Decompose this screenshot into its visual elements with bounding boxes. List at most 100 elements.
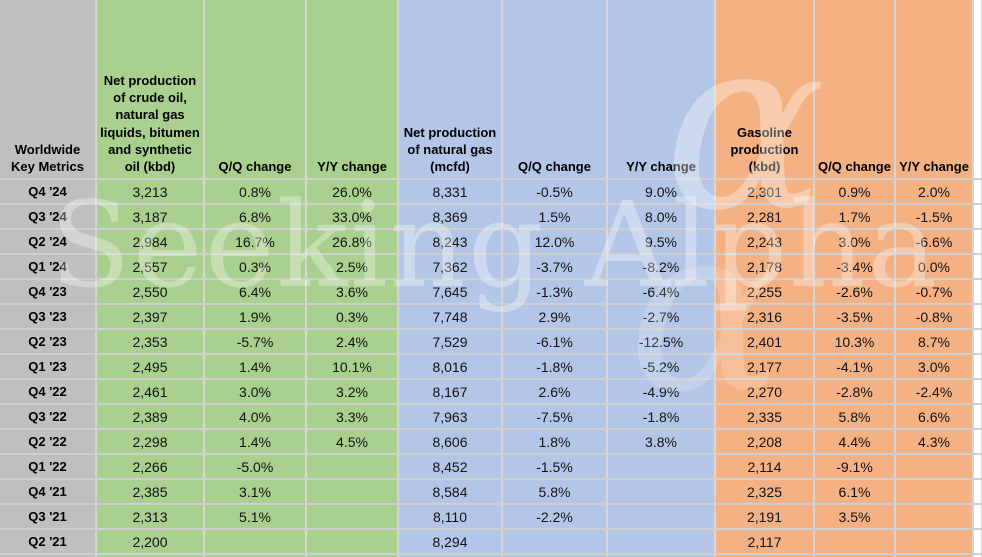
- data-cell: 5.8%: [814, 404, 896, 430]
- table-row: Q2 '21 2,200 8,294 2,117: [0, 529, 982, 555]
- table-body: Q4 '24 3,213 0.8% 26.0% 8,331 -0.5% 9.0% 2,301 0…: [0, 179, 982, 557]
- table-row: Q4 '24 3,213 0.8% 26.0% 8,331 -0.5% 9.0% 2,301 0…: [0, 179, 982, 205]
- data-cell: 2,389: [96, 404, 205, 430]
- filler-cell: [973, 454, 982, 480]
- data-cell: -1.8%: [607, 404, 716, 430]
- data-cell: 2,270: [715, 379, 815, 405]
- col-header-crude-qq-change: Q/Q change: [204, 0, 307, 180]
- data-cell: 2,177: [715, 354, 815, 380]
- data-cell: -5.7%: [204, 329, 307, 355]
- data-cell: 1.9%: [204, 304, 307, 330]
- data-cell: 2,255: [715, 279, 815, 305]
- data-cell: 2,461: [96, 379, 205, 405]
- data-cell: 2,316: [715, 304, 815, 330]
- data-cell: 3.2%: [306, 379, 399, 405]
- data-cell: 1.7%: [814, 204, 896, 230]
- data-cell: 6.1%: [814, 479, 896, 505]
- data-cell: -1.5%: [502, 454, 608, 480]
- filler-cell: [973, 304, 982, 330]
- data-cell: 4.4%: [814, 429, 896, 455]
- data-cell: 8,110: [398, 504, 503, 530]
- data-cell: 0.3%: [306, 304, 399, 330]
- data-cell: 8,584: [398, 479, 503, 505]
- data-cell: 0.3%: [204, 254, 307, 280]
- table-row: Q1 '23 2,495 1.4% 10.1% 8,016 -1.8% -5.2% 2,177…: [0, 354, 982, 380]
- data-cell: 2.9%: [502, 304, 608, 330]
- data-cell: 2,178: [715, 254, 815, 280]
- col-header-gas-qq-change: Q/Q change: [502, 0, 608, 180]
- data-cell: 8.0%: [607, 204, 716, 230]
- data-cell: 7,362: [398, 254, 503, 280]
- data-cell: 2,301: [715, 179, 815, 205]
- data-cell: 8,606: [398, 429, 503, 455]
- data-cell: 3,213: [96, 179, 205, 205]
- data-cell: 3.3%: [306, 404, 399, 430]
- row-label: Q1 '24: [0, 254, 97, 280]
- data-cell: 3.8%: [607, 429, 716, 455]
- row-label: Q4 '24: [0, 179, 97, 205]
- data-cell: [502, 554, 608, 557]
- table-row: Q3 '23 2,397 1.9% 0.3% 7,748 2.9% -2.7% 2,316 -3…: [0, 304, 982, 330]
- data-cell: -3.4%: [814, 254, 896, 280]
- data-cell: 6.6%: [895, 404, 974, 430]
- data-cell: 2.6%: [502, 379, 608, 405]
- data-cell: 3.6%: [306, 279, 399, 305]
- data-cell: [607, 454, 716, 480]
- data-cell: [306, 479, 399, 505]
- data-cell: [607, 554, 716, 557]
- data-cell: [895, 554, 974, 557]
- data-cell: [814, 554, 896, 557]
- data-cell: 6.8%: [204, 204, 307, 230]
- data-cell: 8.7%: [895, 329, 974, 355]
- data-cell: 2,550: [96, 279, 205, 305]
- col-header-crude-production: Net production of crude oil, natural gas…: [96, 0, 205, 180]
- data-cell: 2,495: [96, 354, 205, 380]
- table-row: Q1 '22 2,266 -5.0% 8,452 -1.5% 2,114 -9.1%: [0, 454, 982, 480]
- data-cell: 7,645: [398, 279, 503, 305]
- data-cell: 2,243: [715, 229, 815, 255]
- table-row: Q2 '23 2,353 -5.7% 2.4% 7,529 -6.1% -12.5% 2,40…: [0, 329, 982, 355]
- data-cell: 2,397: [96, 304, 205, 330]
- data-cell: 2.5%: [306, 254, 399, 280]
- data-cell: 4.5%: [306, 429, 399, 455]
- data-cell: -2.2%: [502, 504, 608, 530]
- row-label: Q2 '21: [0, 529, 97, 555]
- table-row: Q4 '21 2,385 3.1% 8,584 5.8% 2,325 6.1%: [0, 479, 982, 505]
- data-cell: [204, 554, 307, 557]
- filler-cell: [973, 554, 982, 557]
- filler-cell: [973, 529, 982, 555]
- data-cell: 33.0%: [306, 204, 399, 230]
- data-cell: 8,331: [398, 179, 503, 205]
- data-cell: -1.3%: [502, 279, 608, 305]
- data-cell: 0.8%: [204, 179, 307, 205]
- data-cell: 26.8%: [306, 229, 399, 255]
- row-label: Q1 '22: [0, 454, 97, 480]
- data-cell: [607, 479, 716, 505]
- filler-cell: [973, 229, 982, 255]
- data-cell: 1.8%: [502, 429, 608, 455]
- data-cell: [398, 554, 503, 557]
- data-cell: 2,200: [96, 529, 205, 555]
- data-cell: 2,298: [96, 429, 205, 455]
- row-label: Q4 '22: [0, 379, 97, 405]
- data-cell: 2,117: [715, 529, 815, 555]
- data-cell: -8.2%: [607, 254, 716, 280]
- table-row: Q3 '24 3,187 6.8% 33.0% 8,369 1.5% 8.0% 2,281 1.…: [0, 204, 982, 230]
- data-cell: 1.4%: [204, 429, 307, 455]
- col-header-gasoline-yy-change: Y/Y change: [895, 0, 974, 180]
- row-label: Q3 '21: [0, 504, 97, 530]
- data-cell: 12.0%: [502, 229, 608, 255]
- data-cell: 3.5%: [814, 504, 896, 530]
- data-cell: 8,452: [398, 454, 503, 480]
- data-cell: -5.2%: [607, 354, 716, 380]
- row-label: Q2 '24: [0, 229, 97, 255]
- filler-cell: [973, 504, 982, 530]
- row-label: Q2 '22: [0, 429, 97, 455]
- filler-header-cell: [973, 0, 982, 180]
- data-cell: 6.4%: [204, 279, 307, 305]
- data-cell: [96, 554, 205, 557]
- data-cell: 3,187: [96, 204, 205, 230]
- table-row: Q3 '21 2,313 5.1% 8,110 -2.2% 2,191 3.5%: [0, 504, 982, 530]
- data-cell: 2,557: [96, 254, 205, 280]
